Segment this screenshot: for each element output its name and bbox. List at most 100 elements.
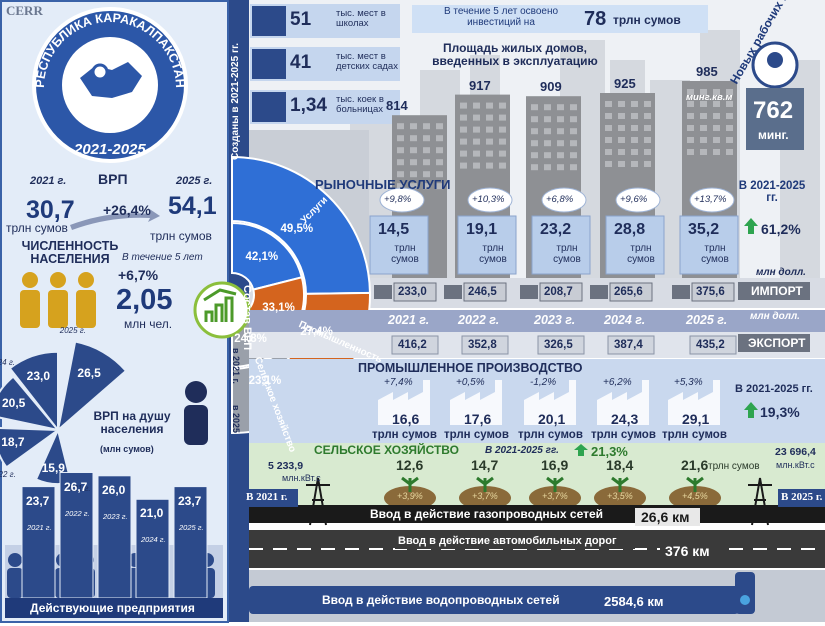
import-box — [393, 282, 437, 302]
window — [726, 101, 733, 107]
window — [410, 171, 417, 178]
window — [397, 147, 404, 154]
export-value: 352,8 — [468, 339, 497, 351]
window — [726, 125, 733, 131]
factory — [597, 380, 649, 425]
factory — [378, 380, 430, 425]
window — [499, 114, 506, 121]
window — [570, 128, 577, 135]
label: трлн сумов — [6, 221, 68, 235]
enterprise-value: 23,7 — [178, 493, 202, 508]
window — [423, 147, 430, 154]
window — [631, 113, 638, 119]
label: В 2021-2025 гг. — [738, 180, 806, 205]
structure-value: 33,1% — [262, 301, 295, 314]
structure-icon — [203, 288, 237, 322]
structure-segment — [231, 155, 371, 295]
agriculture-growth: +3,9% — [397, 491, 423, 501]
window — [713, 149, 720, 155]
investment-box — [412, 5, 708, 33]
created-value: 41 — [290, 52, 312, 73]
window — [570, 140, 577, 147]
housing-value: 917 — [469, 77, 491, 93]
industry-growth: +0,5% — [456, 377, 485, 388]
label: 23 696,4 — [775, 446, 816, 458]
label: В 2021 г. — [246, 491, 288, 503]
market-unit: трлн сумов — [553, 243, 581, 265]
window — [473, 138, 480, 145]
year-label: 2022 г. — [458, 313, 500, 327]
water-pipe-bend — [735, 572, 755, 614]
window — [557, 152, 564, 159]
window — [570, 104, 577, 111]
created-value: 1,34 — [290, 95, 327, 116]
window — [700, 113, 707, 119]
window — [460, 138, 467, 145]
label: 2584,6 км — [604, 594, 664, 609]
market-unit: трлн сумов — [479, 243, 507, 265]
window — [397, 123, 404, 130]
export-box — [391, 335, 439, 355]
created-label: тыс. мест в школах — [336, 8, 386, 29]
window — [644, 161, 651, 167]
window — [644, 149, 651, 155]
structure-value: 27,4% — [300, 326, 333, 339]
industry-growth: +6,2% — [603, 377, 632, 388]
enterprise-bar — [97, 475, 132, 599]
agriculture-growth: +3,5% — [607, 491, 633, 501]
market-unit: трлн сумов — [627, 243, 655, 265]
market-box — [531, 215, 591, 275]
window — [473, 150, 480, 157]
enterprise-value: 26,7 — [64, 479, 88, 494]
window — [605, 137, 612, 143]
window — [618, 161, 625, 167]
person-icon — [185, 381, 207, 403]
window — [713, 89, 720, 95]
enterprise-year: 2024 г. — [141, 535, 166, 545]
window — [700, 89, 707, 95]
label: трлн сумов — [150, 229, 212, 243]
window — [644, 137, 651, 143]
market-growth: +13,7% — [694, 194, 727, 205]
per-capita-wedge — [0, 426, 61, 469]
window — [486, 126, 493, 133]
export-box — [537, 335, 585, 355]
sprout — [401, 476, 419, 492]
window — [687, 125, 694, 131]
per-capita-wedge — [0, 375, 61, 432]
growth-bubble — [689, 187, 735, 213]
window — [644, 125, 651, 131]
emblem-period: 2021-2025 — [74, 141, 146, 158]
per-capita-wedge — [8, 350, 59, 433]
label: РЫНОЧНЫЕ УСЛУГИ — [315, 177, 451, 192]
window — [557, 104, 564, 111]
window — [460, 126, 467, 133]
silhouette — [8, 553, 22, 567]
label: 78 — [584, 8, 607, 30]
label: ЧИСЛЕННОСТЬ НАСЕЛЕНИЯ — [21, 239, 119, 267]
year-label: 2024 г. — [604, 313, 646, 327]
window — [687, 137, 694, 143]
label: млн долл. — [756, 267, 806, 278]
market-growth: +10,3% — [472, 194, 505, 205]
window — [397, 183, 404, 190]
label: 762 — [753, 97, 794, 124]
window — [410, 147, 417, 154]
agriculture-growth: +4,5% — [682, 491, 708, 501]
enterprise-year: 2025 г. — [179, 522, 204, 532]
market-growth: +6,8% — [546, 194, 574, 205]
person-icon — [50, 272, 66, 288]
truck — [590, 285, 608, 299]
label: В 2025 г. — [781, 491, 823, 503]
window — [544, 116, 551, 123]
window — [605, 161, 612, 167]
window — [486, 162, 493, 169]
window — [410, 159, 417, 166]
window — [557, 128, 564, 135]
window — [436, 159, 443, 166]
map-pin — [91, 63, 109, 81]
enterprise-bar — [173, 486, 208, 599]
window — [436, 135, 443, 142]
